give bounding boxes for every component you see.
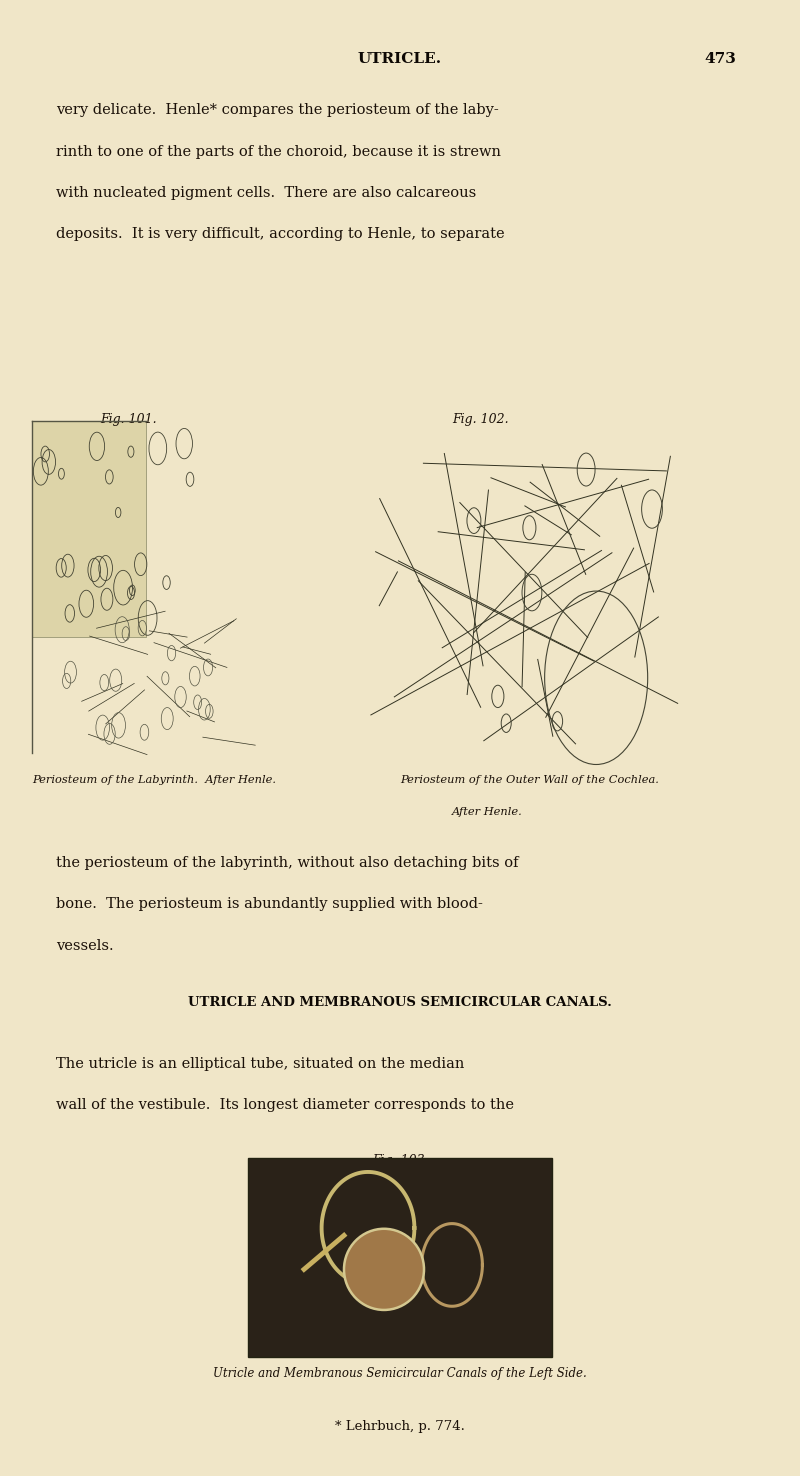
Ellipse shape — [344, 1228, 424, 1311]
Text: deposits.  It is very difficult, according to Henle, to separate: deposits. It is very difficult, accordin… — [56, 227, 505, 241]
Text: * Lehrbuch, p. 774.: * Lehrbuch, p. 774. — [335, 1420, 465, 1433]
Text: 473: 473 — [704, 52, 736, 65]
Text: with nucleated pigment cells.  There are also calcareous: with nucleated pigment cells. There are … — [56, 186, 476, 199]
Text: Fig. 102.: Fig. 102. — [452, 413, 508, 427]
Text: UTRICLE AND MEMBRANOUS SEMICIRCULAR CANALS.: UTRICLE AND MEMBRANOUS SEMICIRCULAR CANA… — [188, 996, 612, 1010]
Text: The utricle is an elliptical tube, situated on the median: The utricle is an elliptical tube, situa… — [56, 1057, 464, 1070]
Text: wall of the vestibule.  Its longest diameter corresponds to the: wall of the vestibule. Its longest diame… — [56, 1098, 514, 1111]
Text: Utricle and Membranous Semicircular Canals of the Left Side.: Utricle and Membranous Semicircular Cana… — [213, 1367, 587, 1380]
Text: very delicate.  Henle* compares the periosteum of the laby-: very delicate. Henle* compares the perio… — [56, 103, 498, 117]
Text: Periosteum of the Outer Wall of the Cochlea.: Periosteum of the Outer Wall of the Coch… — [400, 775, 659, 785]
Text: Fig. 103.: Fig. 103. — [372, 1154, 428, 1168]
Text: bone.  The periosteum is abundantly supplied with blood-: bone. The periosteum is abundantly suppl… — [56, 897, 483, 911]
Text: After Henle.: After Henle. — [452, 807, 522, 818]
Text: the periosteum of the labyrinth, without also detaching bits of: the periosteum of the labyrinth, without… — [56, 856, 518, 869]
Text: Periosteum of the Labyrinth.  After Henle.: Periosteum of the Labyrinth. After Henle… — [32, 775, 276, 785]
Text: vessels.: vessels. — [56, 939, 114, 952]
FancyBboxPatch shape — [32, 421, 146, 636]
Text: Fig. 101.: Fig. 101. — [100, 413, 156, 427]
Text: UTRICLE.: UTRICLE. — [358, 52, 442, 65]
Text: rinth to one of the parts of the choroid, because it is strewn: rinth to one of the parts of the choroid… — [56, 145, 501, 158]
FancyBboxPatch shape — [248, 1157, 552, 1358]
